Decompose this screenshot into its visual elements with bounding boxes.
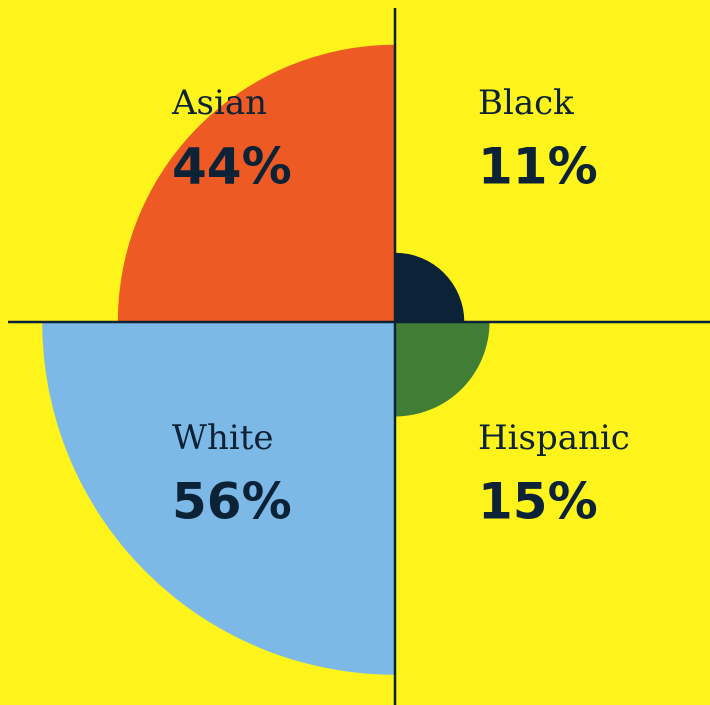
labels: Asian 44% Black 11% Hispanic 15% White 56%: [171, 83, 630, 531]
wedge: [117, 44, 396, 323]
value-label: 44%: [172, 138, 292, 196]
wedge: [395, 322, 490, 417]
category-label: Black: [478, 83, 574, 123]
value-label: 15%: [478, 473, 598, 531]
value-label: 11%: [478, 138, 598, 196]
wedge: [42, 322, 395, 675]
wedge: [395, 252, 465, 322]
category-label: Asian: [171, 83, 267, 123]
wedges: [42, 44, 490, 675]
category-label: Hispanic: [478, 418, 630, 458]
category-label: White: [172, 418, 274, 458]
value-label: 56%: [172, 473, 292, 531]
